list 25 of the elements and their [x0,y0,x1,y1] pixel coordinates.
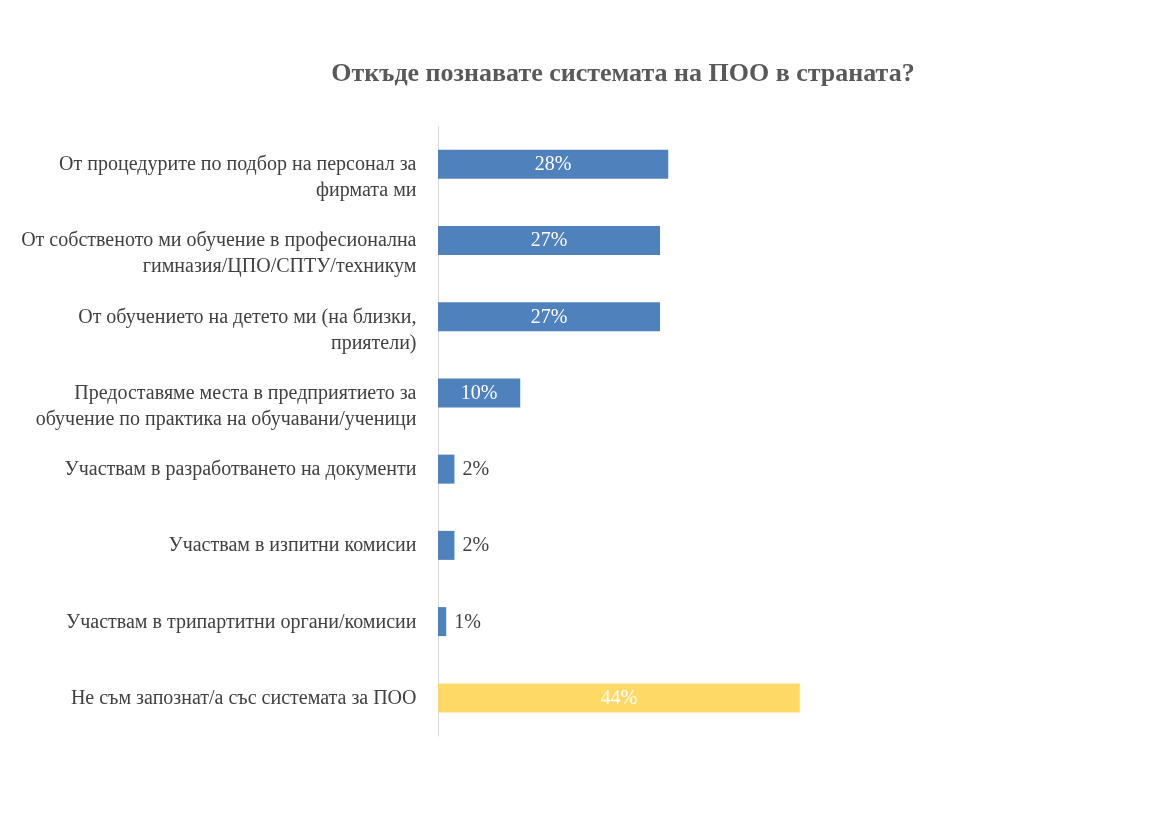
chart-title: Откъде познавате системата на ПОО в страната? [331,58,915,87]
y-tick-label: От обучението на детето ми (на близки, приятели) [78,304,417,354]
bar [438,302,660,332]
y-tick-label: От собственото ми обучение в професионална гимназия/ЦПО/СПТУ/техникум [21,228,417,278]
data-label: 2% [462,457,490,480]
bar [438,149,669,179]
bar [438,454,455,484]
data-label: 28% [534,152,572,175]
bar [438,530,455,560]
bar [438,225,660,255]
data-label: 27% [530,304,568,327]
y-tick-label: Не съм запознат/а със системата за ПОО [70,685,417,708]
data-label: 44% [600,685,638,708]
data-label: 27% [530,228,568,251]
data-label: 1% [454,609,481,632]
data-label: 10% [460,380,498,403]
data-label: 2% [462,533,490,556]
y-tick-label: Участвам в разработването на документи [64,457,417,481]
y-tick-label: Участвам в изпитни комисии [168,533,417,556]
bar [438,378,521,408]
bar [438,683,800,713]
y-tick-label: Участвам в трипартитни органи/комисии [66,609,417,633]
y-tick-label: От процедурите по подбор на персонал за фирмата ми [59,152,417,202]
y-tick-label: Предоставяме места в предприятието за обучение по практика на обучавани/ученици [35,380,417,430]
bar [438,607,447,637]
